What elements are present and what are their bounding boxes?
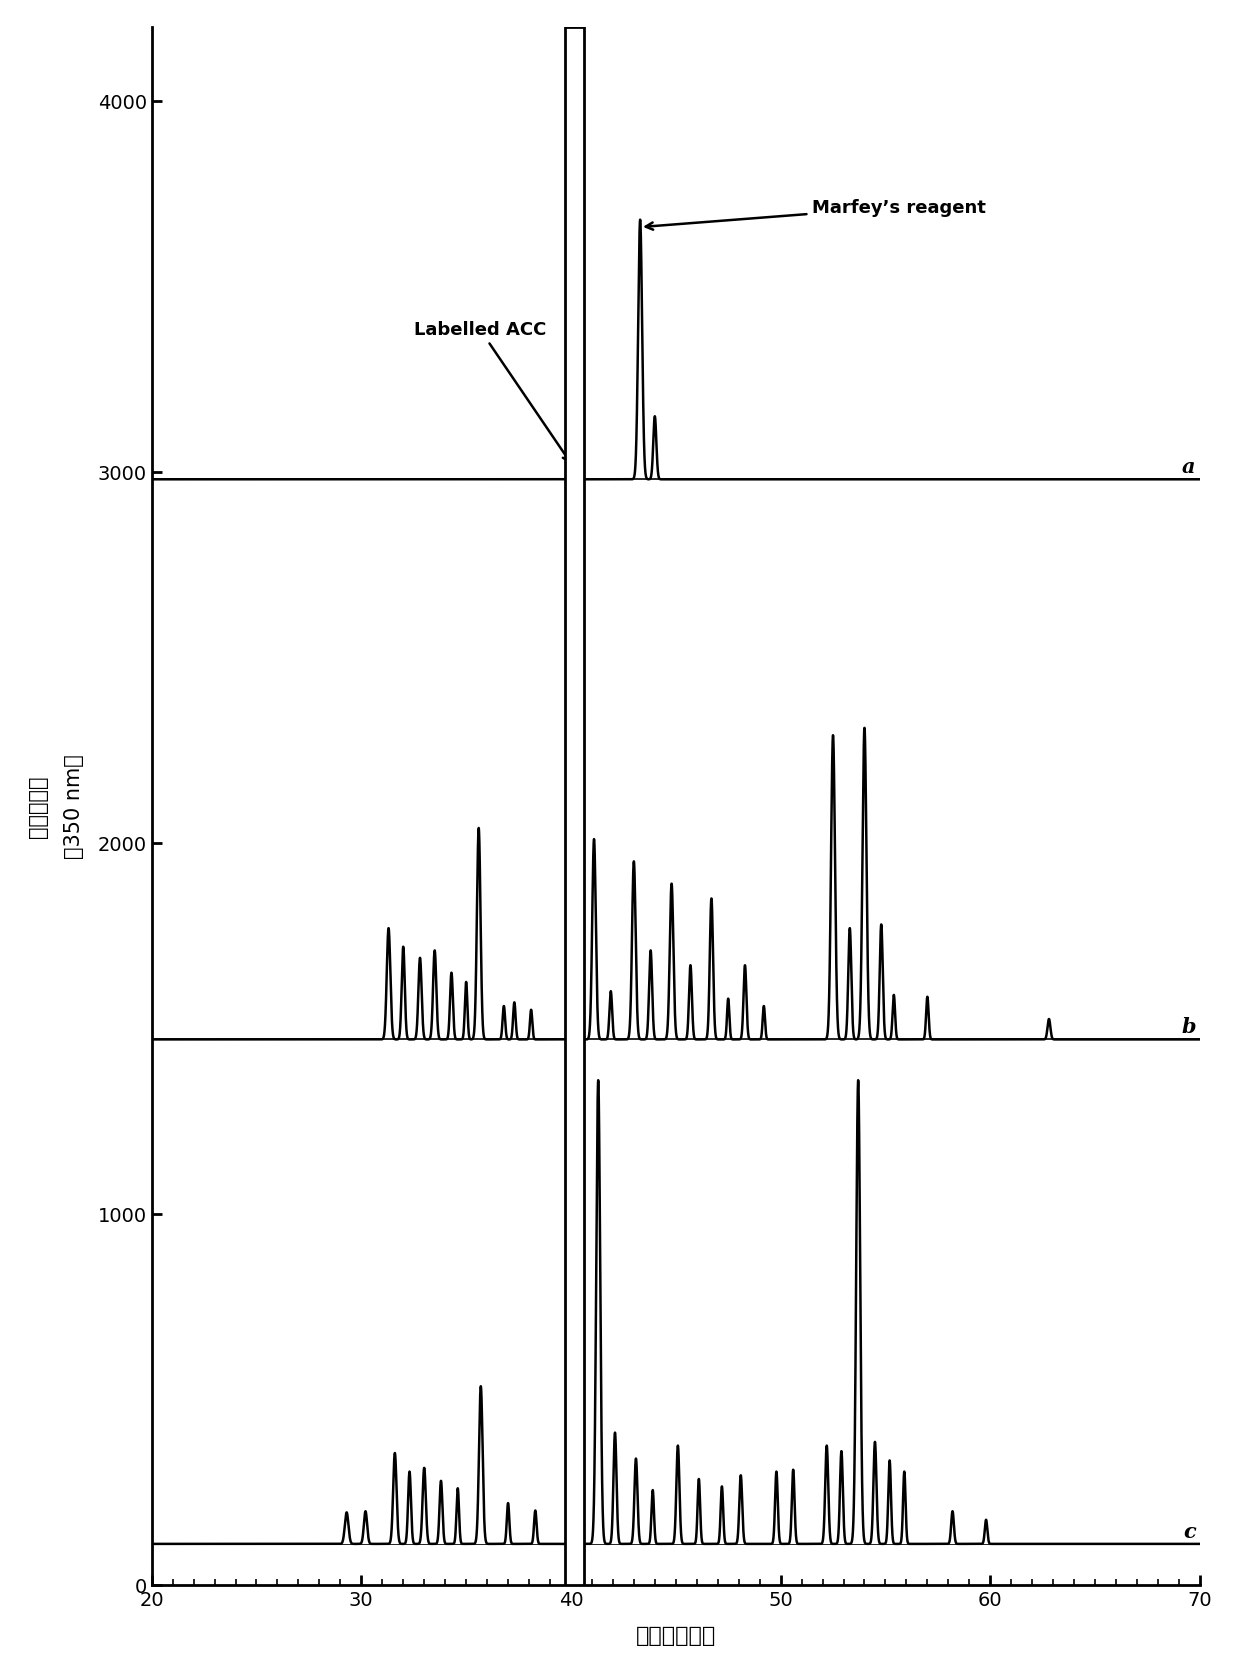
Text: Marfey’s reagent: Marfey’s reagent — [646, 199, 986, 231]
Text: b: b — [1180, 1017, 1195, 1037]
Text: Labelled ACC: Labelled ACC — [414, 321, 570, 462]
Bar — [564, 28, 584, 1584]
X-axis label: 时间（分钟）: 时间（分钟） — [636, 1624, 715, 1645]
Text: c: c — [1183, 1521, 1195, 1541]
Text: a: a — [1182, 457, 1195, 477]
Y-axis label: 紫外吸收峰
（350 nm）: 紫外吸收峰 （350 nm） — [27, 755, 84, 858]
